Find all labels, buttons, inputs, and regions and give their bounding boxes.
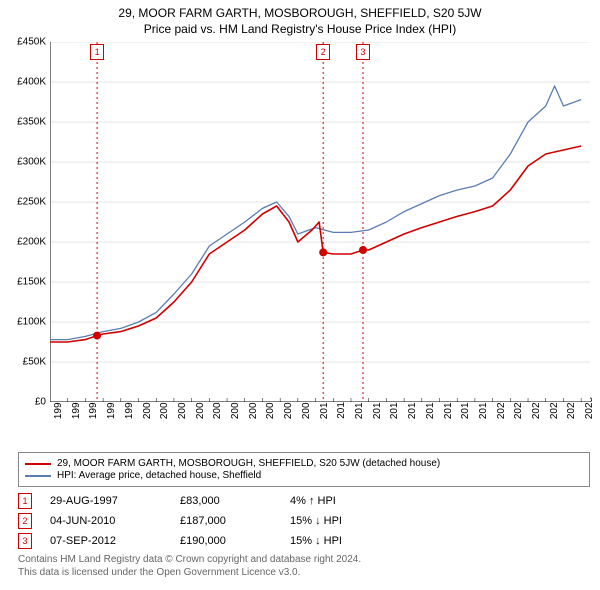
- marker-label: 3: [356, 44, 370, 60]
- event-price: £187,000: [180, 515, 290, 527]
- y-tick-label: £300K: [17, 157, 46, 168]
- y-tick-label: £100K: [17, 317, 46, 328]
- y-tick-label: £0: [35, 397, 46, 408]
- chart-svg: [50, 42, 590, 402]
- event-row: 3 07-SEP-2012£190,00015% ↓ HPI: [18, 533, 590, 549]
- event-date: 29-AUG-1997: [50, 495, 180, 507]
- y-tick-label: £400K: [17, 77, 46, 88]
- legend-swatch: [25, 475, 51, 477]
- title-line1: 29, MOOR FARM GARTH, MOSBOROUGH, SHEFFIE…: [4, 6, 596, 20]
- event-date: 07-SEP-2012: [50, 535, 180, 547]
- event-num: 2: [18, 513, 32, 529]
- titles: 29, MOOR FARM GARTH, MOSBOROUGH, SHEFFIE…: [0, 0, 600, 38]
- y-tick-label: £250K: [17, 197, 46, 208]
- legend: 29, MOOR FARM GARTH, MOSBOROUGH, SHEFFIE…: [18, 452, 590, 487]
- footer: Contains HM Land Registry data © Crown c…: [18, 553, 590, 579]
- event-num: 1: [18, 493, 32, 509]
- legend-label: 29, MOOR FARM GARTH, MOSBOROUGH, SHEFFIE…: [57, 458, 440, 469]
- footer-line2: This data is licensed under the Open Gov…: [18, 566, 590, 579]
- legend-row: 29, MOOR FARM GARTH, MOSBOROUGH, SHEFFIE…: [25, 458, 583, 469]
- legend-swatch: [25, 463, 51, 465]
- marker-label: 1: [90, 44, 104, 60]
- legend-row: HPI: Average price, detached house, Shef…: [25, 470, 583, 481]
- chart-container: 29, MOOR FARM GARTH, MOSBOROUGH, SHEFFIE…: [0, 0, 600, 579]
- y-tick-label: £50K: [23, 357, 46, 368]
- title-line2: Price paid vs. HM Land Registry's House …: [4, 22, 596, 36]
- event-row: 1 29-AUG-1997£83,0004% ↑ HPI: [18, 493, 590, 509]
- event-num: 3: [18, 533, 32, 549]
- event-row: 2 04-JUN-2010£187,00015% ↓ HPI: [18, 513, 590, 529]
- footer-line1: Contains HM Land Registry data © Crown c…: [18, 553, 590, 566]
- events-table: 1 29-AUG-1997£83,0004% ↑ HPI 2 04-JUN-2010£…: [18, 493, 590, 549]
- y-axis: £0£50K£100K£150K£200K£250K£300K£350K£400…: [0, 42, 48, 402]
- event-price: £190,000: [180, 535, 290, 547]
- y-tick-label: £450K: [17, 37, 46, 48]
- event-delta: 4% ↑ HPI: [290, 495, 400, 507]
- event-date: 04-JUN-2010: [50, 515, 180, 527]
- event-delta: 15% ↓ HPI: [290, 535, 400, 547]
- y-tick-label: £200K: [17, 237, 46, 248]
- y-tick-label: £350K: [17, 117, 46, 128]
- x-axis: 1995199619971998199920002001200220032004…: [50, 404, 590, 444]
- y-tick-label: £150K: [17, 277, 46, 288]
- plot-area: £0£50K£100K£150K£200K£250K£300K£350K£400…: [50, 42, 590, 402]
- marker-label: 2: [316, 44, 330, 60]
- legend-label: HPI: Average price, detached house, Shef…: [57, 470, 261, 481]
- event-price: £83,000: [180, 495, 290, 507]
- event-delta: 15% ↓ HPI: [290, 515, 400, 527]
